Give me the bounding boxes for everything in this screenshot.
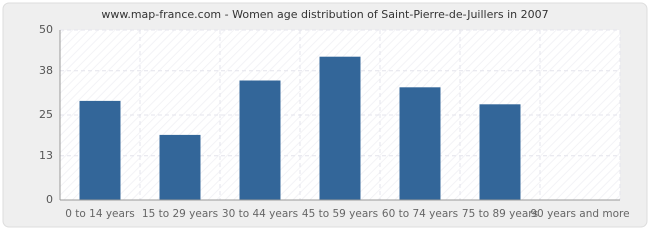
y-tick-label: 38: [39, 64, 53, 77]
x-tick-label: 75 to 89 years: [462, 208, 538, 220]
bar: [399, 87, 441, 201]
bar: [239, 80, 281, 201]
bar: [159, 134, 201, 201]
x-tick-label: 30 to 44 years: [222, 208, 298, 220]
y-tick-label: 0: [46, 193, 53, 206]
y-tick-label: 25: [39, 108, 53, 121]
bar: [319, 56, 361, 201]
chart: www.map-france.com - Women age distribut…: [2, 2, 648, 228]
bar: [479, 104, 521, 201]
x-tick-label: 90 years and more: [530, 208, 629, 220]
x-tick-label: 0 to 14 years: [65, 208, 135, 220]
x-tick-label: 45 to 59 years: [302, 208, 378, 220]
y-tick-label: 50: [39, 23, 53, 36]
x-tick-label: 60 to 74 years: [382, 208, 458, 220]
bar: [79, 100, 121, 201]
y-tick-label: 13: [39, 149, 53, 162]
x-tick-label: 15 to 29 years: [142, 208, 218, 220]
chart-title: www.map-france.com - Women age distribut…: [101, 8, 548, 21]
